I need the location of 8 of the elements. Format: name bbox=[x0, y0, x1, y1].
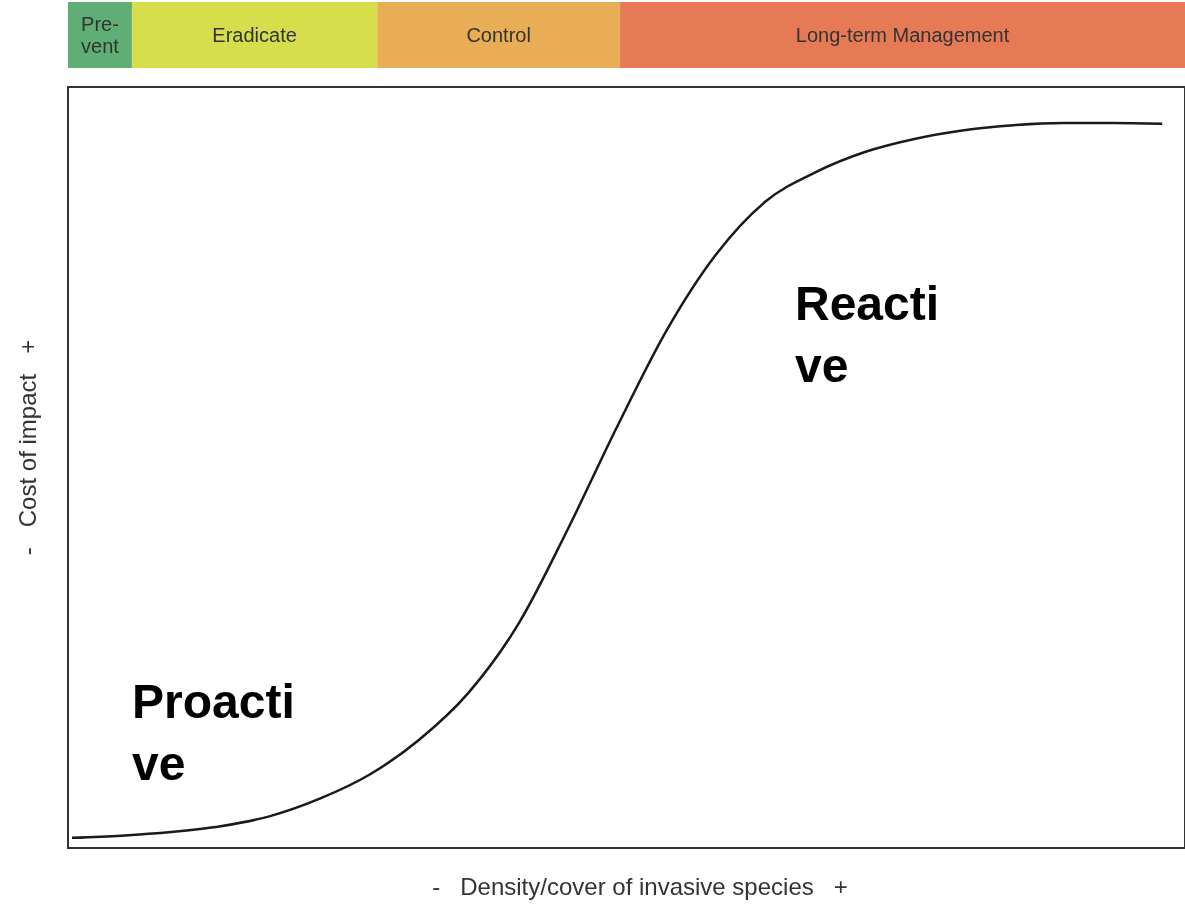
text: Long-term Management bbox=[795, 24, 1010, 46]
x-axis-title: - Density/cover of invasive species + bbox=[432, 873, 848, 900]
y-axis-title: - Cost of impact + bbox=[14, 339, 41, 556]
annotation: Proactive bbox=[132, 675, 295, 790]
text: Control bbox=[466, 24, 531, 46]
annotation: Reactive bbox=[795, 277, 940, 392]
text: Eradicate bbox=[212, 24, 297, 46]
text: Pre- vent bbox=[81, 13, 120, 57]
